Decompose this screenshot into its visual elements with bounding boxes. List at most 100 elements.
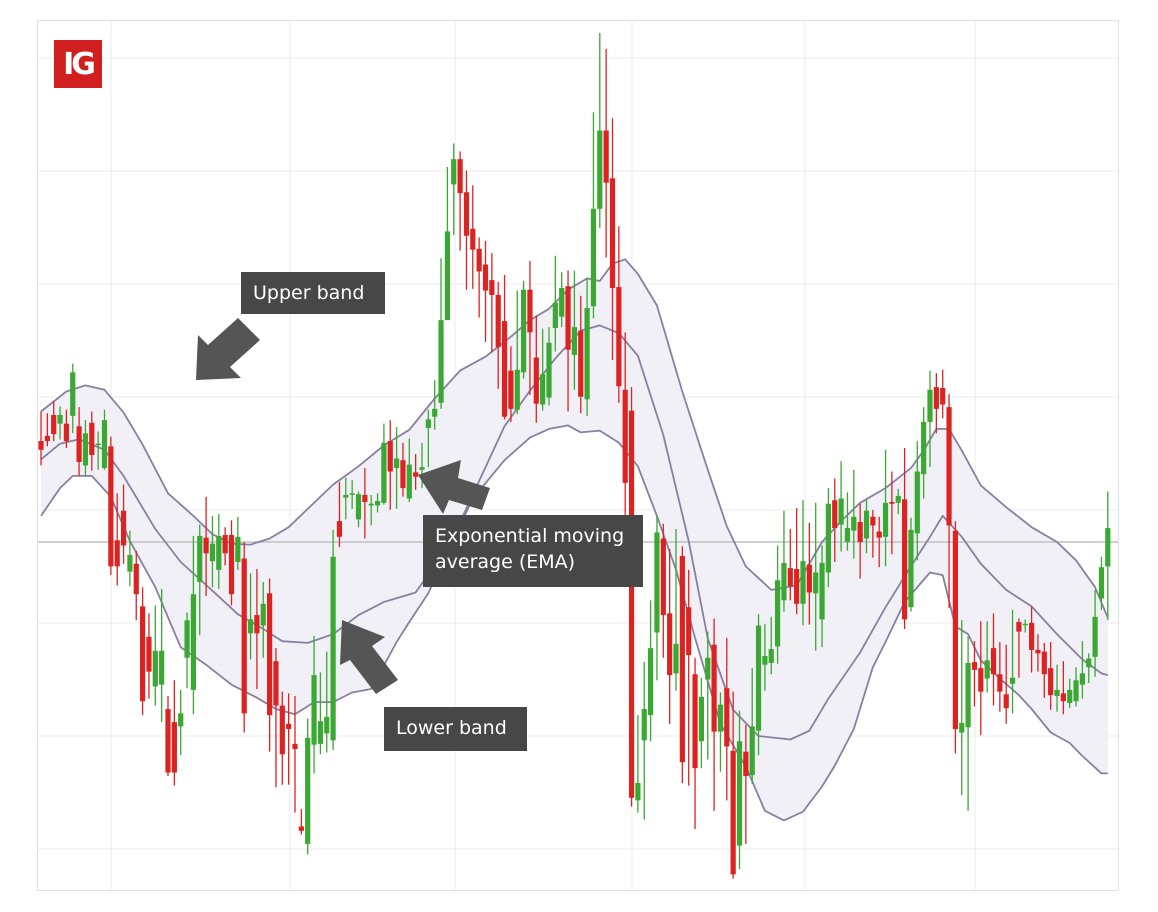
candle	[241, 542, 247, 733]
candle	[1054, 664, 1060, 712]
candle-body	[451, 159, 457, 185]
candle	[70, 363, 76, 434]
candle-body	[717, 704, 724, 732]
candle	[546, 327, 552, 406]
candle	[254, 568, 260, 690]
candle	[971, 641, 978, 707]
candle	[146, 613, 152, 699]
candle-body	[1048, 668, 1054, 696]
candle-body	[1054, 689, 1060, 696]
candle-body	[800, 561, 806, 604]
candle-body	[749, 726, 755, 776]
candle	[171, 680, 177, 786]
candle	[978, 621, 984, 736]
candle	[368, 495, 374, 526]
candle-body	[495, 294, 501, 348]
candle-body	[844, 528, 851, 542]
candle	[730, 691, 736, 879]
ema-arrow-icon	[418, 460, 490, 514]
candle-body	[57, 414, 63, 424]
candle-body	[330, 556, 336, 741]
candle-body	[463, 192, 470, 236]
candle	[381, 423, 387, 505]
candle-body	[667, 613, 673, 676]
candle	[298, 809, 304, 835]
candle-body	[1086, 658, 1092, 668]
candle	[203, 496, 209, 596]
candle-body	[101, 420, 108, 469]
candle-body	[120, 510, 127, 546]
candle-body	[832, 500, 838, 529]
candle	[190, 535, 196, 715]
candle	[889, 471, 895, 555]
candle-body	[140, 606, 146, 702]
candle-body	[622, 389, 628, 483]
candle-body	[355, 494, 362, 520]
candle-body	[1041, 651, 1047, 675]
candle-body	[794, 568, 800, 604]
candle	[527, 260, 533, 395]
candle	[990, 613, 997, 706]
candle	[819, 545, 825, 648]
candle-body	[521, 289, 527, 373]
candle	[1022, 619, 1028, 633]
candle-body	[908, 529, 914, 608]
candle	[940, 369, 946, 419]
candle	[279, 691, 285, 785]
candle	[387, 420, 393, 510]
candle-body	[209, 543, 216, 562]
candle-body	[324, 716, 330, 734]
candle-body	[44, 435, 50, 442]
candle	[692, 657, 698, 830]
ema-label: Exponential moving average (EMA)	[423, 515, 643, 587]
candle	[51, 401, 57, 442]
candle-body	[546, 342, 552, 398]
candle	[273, 648, 279, 788]
lower-band-arrow-icon	[340, 620, 398, 694]
candle-body	[457, 159, 463, 194]
candle	[222, 527, 228, 566]
candle-body	[889, 501, 895, 504]
candle-body	[406, 464, 412, 499]
candle	[514, 290, 520, 415]
candle-body	[781, 562, 787, 601]
candle-body	[146, 636, 152, 672]
candle-body	[927, 389, 933, 422]
candle-body	[508, 370, 514, 409]
candle	[63, 409, 69, 449]
candle	[292, 695, 298, 813]
candle	[178, 689, 184, 756]
candle-body	[533, 357, 539, 404]
candle-body	[400, 460, 406, 489]
candle	[724, 637, 730, 801]
candle-body	[705, 657, 711, 680]
candle	[946, 394, 952, 609]
candle	[413, 454, 419, 490]
candle-body	[108, 446, 114, 567]
lower-band-label-text: Lower band	[396, 717, 507, 739]
candle	[654, 515, 660, 681]
candle-body	[813, 572, 819, 594]
candle	[870, 509, 876, 558]
candle	[197, 524, 203, 636]
candle	[717, 692, 724, 772]
candle-body	[1003, 694, 1009, 709]
candle	[921, 407, 927, 499]
candle	[597, 33, 603, 228]
candle	[82, 420, 89, 477]
candle	[317, 672, 323, 755]
candle	[863, 499, 870, 554]
candle	[565, 270, 571, 412]
candle	[152, 605, 158, 706]
candle-body	[914, 471, 920, 534]
candle-body	[89, 422, 95, 455]
candle-body	[82, 433, 89, 466]
candle	[559, 272, 565, 328]
candle-body	[806, 564, 812, 593]
candle-body	[952, 530, 958, 730]
candle	[330, 529, 336, 750]
candle	[1060, 661, 1066, 715]
candle-body	[1073, 680, 1079, 702]
candle	[324, 651, 330, 753]
candle-body	[1016, 622, 1022, 632]
